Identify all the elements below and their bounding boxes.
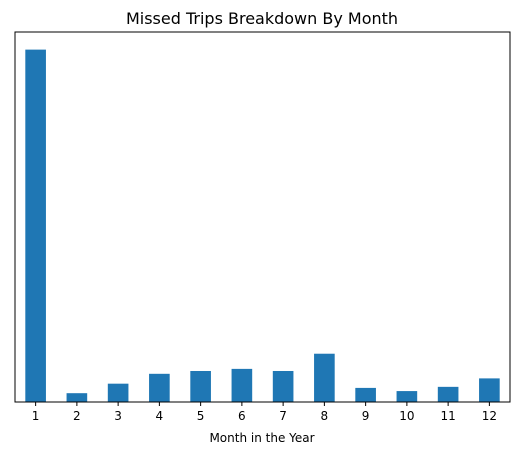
bar-month-1 bbox=[25, 49, 46, 403]
bar-month-5 bbox=[190, 370, 211, 402]
x-tick-label-5: 5 bbox=[197, 409, 205, 423]
chart-title: Missed Trips Breakdown By Month bbox=[126, 9, 398, 28]
x-tick-label-2: 2 bbox=[73, 409, 81, 423]
x-tick-label-6: 6 bbox=[238, 409, 246, 423]
x-tick-label-8: 8 bbox=[321, 409, 329, 423]
bar-month-3 bbox=[107, 383, 129, 402]
bars-group bbox=[25, 49, 500, 403]
x-tick-label-11: 11 bbox=[440, 409, 455, 423]
bar-month-7 bbox=[272, 370, 294, 402]
x-tick-label-1: 1 bbox=[32, 409, 40, 423]
bar-month-6 bbox=[231, 368, 253, 402]
bar-month-9 bbox=[355, 387, 376, 402]
x-tick-label-9: 9 bbox=[362, 409, 370, 423]
bar-month-11 bbox=[437, 386, 459, 402]
x-tick-label-7: 7 bbox=[279, 409, 287, 423]
x-tick-label-12: 12 bbox=[482, 409, 497, 423]
plot-frame bbox=[14, 31, 511, 403]
bar-month-4 bbox=[149, 373, 170, 402]
x-axis-ticks: 1 2 3 4 5 6 7 8 9 10 11 12 bbox=[32, 402, 497, 423]
bar-month-10 bbox=[396, 391, 418, 402]
bar-month-8 bbox=[314, 353, 335, 402]
x-tick-label-3: 3 bbox=[114, 409, 122, 423]
x-axis-label: Month in the Year bbox=[209, 431, 314, 445]
bar-month-2 bbox=[66, 393, 88, 402]
bar-month-12 bbox=[479, 378, 500, 402]
x-tick-label-10: 10 bbox=[399, 409, 414, 423]
x-tick-label-4: 4 bbox=[156, 409, 164, 423]
